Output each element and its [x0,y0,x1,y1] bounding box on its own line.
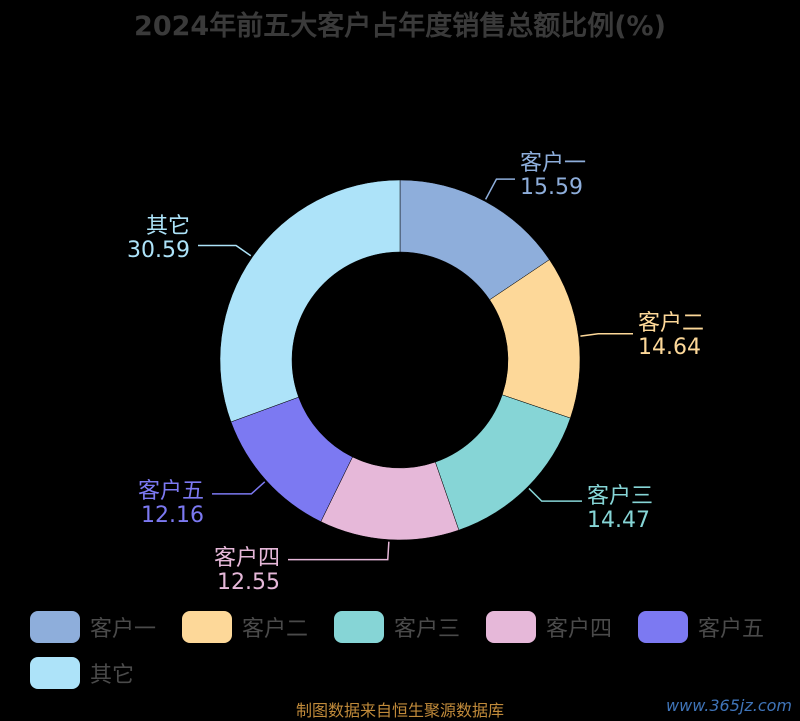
legend-item-6[interactable]: 其它 [30,656,182,690]
slice-label-name-2: 客户二 [638,311,704,336]
legend-item-3[interactable]: 客户三 [334,610,486,644]
legend-label: 客户五 [698,617,765,642]
slice-label-name-3: 客户三 [587,484,653,509]
slice-label-value-4: 12.55 [217,570,280,595]
legend-swatch [30,657,80,689]
legend-swatch [182,611,232,643]
chart-title: 2024年前五大客户占年度销售总额比例(%) [134,11,666,42]
leader-line-4 [288,541,390,561]
leader-line-6 [198,244,252,257]
slice-label-value-5: 12.16 [141,503,204,528]
watermark: www.365jz.com [666,696,792,715]
source-footnote: 制图数据来自恒生聚源数据库 [295,701,504,720]
legend-label: 客户三 [394,617,461,642]
legend-label: 客户四 [546,617,613,642]
leader-line-3 [528,487,582,502]
slice-label-name-4: 客户四 [214,546,280,571]
legend-item-1[interactable]: 客户一 [30,610,182,644]
slice-label-name-1: 客户一 [520,151,586,176]
donut-slice-3 [434,394,571,531]
legend-item-4[interactable]: 客户四 [486,610,638,644]
legend-swatch [30,611,80,643]
slice-label-value-3: 14.47 [587,508,650,533]
slice-label-value-1: 15.59 [520,175,583,200]
slice-label-name-5: 客户五 [138,479,204,504]
legend-label: 客户二 [242,617,309,642]
legend-swatch [334,611,384,643]
legend-swatch [638,611,688,643]
legend-label: 客户一 [90,617,157,642]
legend-swatch [486,611,536,643]
leader-line-1 [484,178,515,200]
slice-label-name-6: 其它 [146,214,190,239]
legend-item-5[interactable]: 客户五 [638,610,790,644]
donut-slice-6 [219,179,401,423]
legend-label: 其它 [90,663,135,688]
slice-label-value-2: 14.64 [638,335,701,360]
chart-legend: 客户一 客户二 客户三 客户四 客户五其它 [30,610,790,690]
slice-label-value-6: 30.59 [127,238,190,263]
legend-item-2[interactable]: 客户二 [182,610,334,644]
leader-line-2 [580,333,633,337]
leader-line-5 [212,481,266,495]
